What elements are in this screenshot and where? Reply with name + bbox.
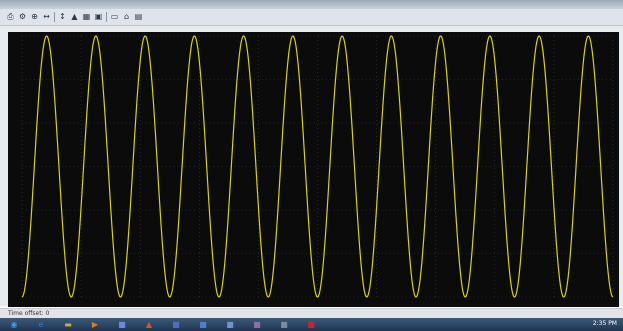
app-icon-4[interactable]: ■ [226,320,234,329]
matlab-icon[interactable]: ▲ [145,320,153,329]
signal-select-icon[interactable]: ▤ [134,12,143,21]
app-icon-2[interactable]: ■ [172,320,180,329]
waveform-series-line [21,35,614,298]
plot-panel [8,32,619,307]
save-axes-icon[interactable]: ▦ [82,12,91,21]
zoom-in-icon[interactable]: ⊕ [31,12,38,21]
toolbar-separator [106,12,107,22]
scope-toolbar: ⎙ ⚙ ⊕ ↔ ↕ ▲ ▦ ▣ ▭ ⌂ ▤ [0,9,623,26]
app-icon-3[interactable]: ■ [199,320,207,329]
zoom-x-icon[interactable]: ↔ [43,12,50,21]
pdf-icon[interactable]: ■ [307,320,315,329]
clock: 2:35 PM [592,320,617,327]
media-icon[interactable]: ▶ [91,320,99,329]
autoscale-icon[interactable]: ▲ [71,12,78,21]
print-icon[interactable]: ⎙ [7,12,14,21]
status-bar: Time offset: 0 [0,308,623,319]
app-icon-6[interactable]: ■ [280,320,288,329]
toolbar-separator [54,12,55,22]
zoom-y-icon[interactable]: ↕ [59,12,66,21]
float-icon[interactable]: ▭ [110,12,119,21]
waveform-plot [21,35,614,298]
taskbar: 2:35 PM ◉ e ▬ ▶ ■ ▲ ■ ■ ■ ■ ■ ■ [0,318,623,331]
start-icon[interactable]: ◉ [10,320,18,329]
status-text: Time offset: 0 [8,310,50,317]
lock-icon[interactable]: ⌂ [123,12,130,21]
params-icon[interactable]: ⚙ [18,12,27,21]
restore-icon[interactable]: ▣ [94,12,103,21]
app-icon-1[interactable]: ■ [118,320,126,329]
explorer-icon[interactable]: ▬ [64,320,72,329]
app-icon-5[interactable]: ■ [253,320,261,329]
ie-icon[interactable]: e [38,320,44,329]
window-titlebar [0,0,623,9]
